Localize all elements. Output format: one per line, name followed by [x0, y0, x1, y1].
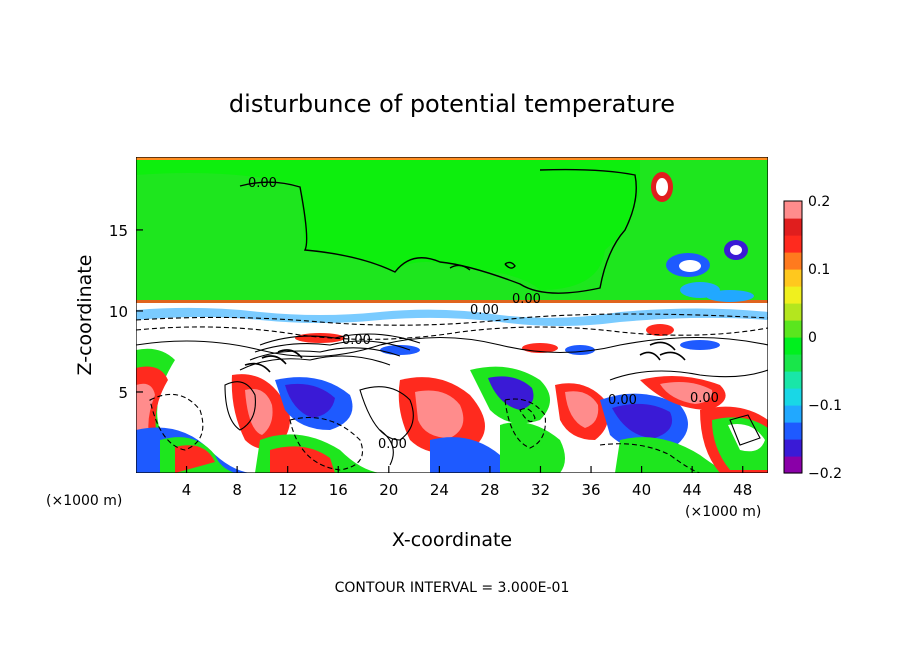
contour-label: 0.00: [378, 437, 407, 452]
upper-contours: [239, 168, 637, 294]
x-tick-label: 8: [232, 481, 242, 499]
y-tick-label: 15: [109, 222, 128, 240]
lower-contours: [136, 313, 768, 473]
contour-label: 0.00: [470, 303, 499, 318]
upper-anomalies: [651, 172, 754, 302]
y-tick-label: 5: [118, 384, 128, 402]
colorbar-tick-label: 0.2: [808, 194, 830, 210]
x-tick-label: 48: [733, 481, 752, 499]
y-tick-label: 10: [109, 303, 128, 321]
colorbar-tick-label: −0.1: [808, 398, 842, 414]
lower-color-field: [136, 307, 768, 473]
colorbar-tick-label: 0: [808, 330, 817, 346]
chart-title: disturbunce of potential temperature: [229, 90, 675, 118]
colorbar-swatch: [784, 439, 802, 457]
x-tick-label: 44: [683, 481, 702, 499]
colorbar-swatch: [784, 320, 802, 338]
contour-interval-footer: CONTOUR INTERVAL = 3.000E-01: [335, 580, 570, 596]
x-tick-label: 36: [581, 481, 600, 499]
x-axis-label: X-coordinate: [392, 529, 512, 551]
contour-label: 0.00: [248, 176, 277, 191]
colorbar-swatch: [784, 252, 802, 270]
colorbar-swatch: [784, 422, 802, 440]
colorbar-tick-label: −0.2: [808, 466, 842, 482]
contour-label: 0.00: [342, 333, 371, 348]
contour-label: 0.00: [608, 393, 637, 408]
x-unit-right: (×1000 m): [685, 504, 761, 520]
colorbar-swatch: [784, 235, 802, 253]
colorbar-swatch: [784, 405, 802, 423]
y-axis: 5 10 15: [109, 222, 143, 402]
contour-label: 0.00: [512, 292, 541, 307]
x-tick-label: 28: [480, 481, 499, 499]
x-tick-label: 4: [182, 481, 192, 499]
x-tick-label: 16: [329, 481, 348, 499]
colorbar-swatch: [784, 456, 802, 474]
x-tick-label: 12: [278, 481, 297, 499]
x-tick-label: 20: [379, 481, 398, 499]
inversion-line: [136, 300, 768, 304]
colorbar-border: [783, 200, 803, 474]
y-axis-label: Z-coordinate: [74, 255, 96, 376]
colorbar-swatch: [784, 303, 802, 321]
colorbar-swatch: [784, 354, 802, 372]
colorbar-swatch: [784, 337, 802, 355]
colorbar-tick-label: 0.1: [808, 262, 830, 278]
x-tick-label: 32: [531, 481, 550, 499]
plot-area: [136, 157, 768, 473]
colorbar-swatch: [784, 286, 802, 304]
contour-labels: 0.00 0.00 0.00 0.00 0.00 0.00 0.00: [248, 176, 719, 452]
upper-zero-region: [136, 157, 640, 290]
x-tick-label: 40: [632, 481, 651, 499]
colorbar-swatch: [784, 218, 802, 236]
contour-label: 0.00: [690, 391, 719, 406]
colorbar-swatch: [784, 269, 802, 287]
x-axis: 4 8 12 16 20 24 28 32 36 40 44 48: [182, 466, 752, 499]
colorbar-swatch: [784, 201, 802, 219]
colorbar-swatch: [784, 388, 802, 406]
colorbar-swatch: [784, 371, 802, 389]
x-tick-label: 24: [430, 481, 449, 499]
x-unit-left: (×1000 m): [46, 493, 122, 509]
top-boundary: [136, 157, 768, 160]
colorbar: 0.2 0.1 0 −0.1 −0.2: [783, 194, 842, 482]
